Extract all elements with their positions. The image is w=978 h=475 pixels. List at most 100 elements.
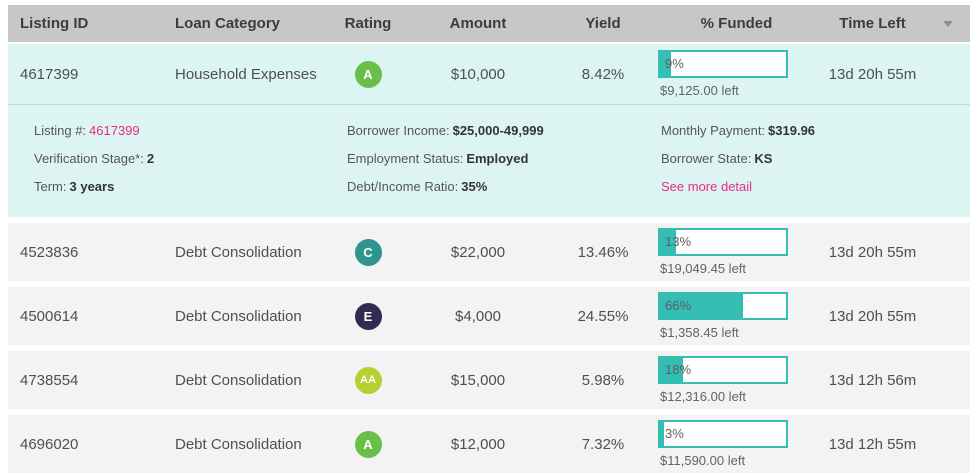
- monthly-payment-label: Monthly Payment:: [661, 123, 766, 138]
- expanded-row-group: 4617399 Household Expenses A $10,000 8.4…: [8, 44, 970, 217]
- funded-bar: 18%: [658, 356, 788, 384]
- rating-badge: A: [354, 60, 382, 88]
- borrower-income-line: Borrower Income: $25,000-49,999: [347, 123, 661, 138]
- employment-status-value: Employed: [466, 151, 529, 166]
- time-left-cell: 13d 20h 55m: [828, 307, 917, 325]
- funded-percent-label: 18%: [665, 362, 692, 377]
- amount-cell: $10,000: [450, 65, 506, 83]
- funded-cell: 66% $1,358.45 left: [653, 292, 820, 340]
- amount-cell: $12,000: [450, 435, 506, 453]
- header-cell-listing-id[interactable]: Listing ID: [20, 15, 89, 32]
- loan-category-cell: Debt Consolidation: [175, 243, 302, 261]
- yield-cell: 13.46%: [577, 243, 629, 261]
- funded-cell: 9% $9,125.00 left: [653, 50, 820, 98]
- row-detail-divider: [8, 104, 970, 105]
- amount-left-label: $11,590.00 left: [660, 453, 746, 468]
- rating-badge: C: [354, 238, 382, 266]
- loan-category-cell: Household Expenses: [175, 65, 317, 83]
- debt-income-ratio-value: 35%: [461, 179, 488, 194]
- rating-badge: E: [354, 302, 382, 330]
- table-row[interactable]: 4617399 Household Expenses A $10,000 8.4…: [8, 44, 970, 104]
- funded-percent-label: 3%: [665, 426, 684, 441]
- employment-status-label: Employment Status:: [347, 151, 464, 166]
- amount-cell: $4,000: [455, 307, 501, 325]
- time-left-cell: 13d 20h 55m: [828, 243, 917, 261]
- yield-cell: 24.55%: [577, 307, 629, 325]
- header-cell-rating[interactable]: Rating: [344, 15, 392, 32]
- rating-cell: C: [333, 238, 403, 266]
- funded-bar-fill: [660, 422, 664, 446]
- rating-badge: AA: [354, 366, 382, 394]
- funded-bar: 9%: [658, 50, 788, 78]
- rating-cell: AA: [333, 366, 403, 394]
- funded-percent-label: 13%: [665, 234, 692, 249]
- funded-cell: 13% $19,049.45 left: [653, 228, 820, 276]
- funded-bar-fill: [660, 358, 683, 382]
- detail-column-middle: Borrower Income: $25,000-49,999 Employmen…: [347, 123, 661, 217]
- funded-percent-label: 66%: [665, 298, 692, 313]
- funded-bar-fill: [660, 230, 677, 254]
- yield-cell: 5.98%: [581, 371, 625, 389]
- time-left-cell: 13d 12h 55m: [828, 435, 917, 453]
- detail-panel: Listing #: 4617399 Verification Stage*: 2 …: [8, 105, 970, 217]
- listing-id-cell: 4738554: [20, 371, 79, 389]
- rating-cell: A: [333, 430, 403, 458]
- employment-status-line: Employment Status: Employed: [347, 151, 661, 166]
- header-cell-yield[interactable]: Yield: [585, 15, 621, 32]
- yield-cell: 7.32%: [581, 435, 625, 453]
- header-cell-amount[interactable]: Amount: [449, 15, 507, 32]
- table-row[interactable]: 4738554 Debt Consolidation AA $15,000 5.…: [8, 351, 970, 409]
- amount-left-label: $12,316.00 left: [660, 389, 747, 404]
- listing-id-cell: 4500614: [20, 307, 79, 325]
- borrower-state-value: KS: [754, 151, 773, 166]
- table-header: Listing ID Loan Category Rating Amount Y…: [8, 5, 970, 42]
- time-left-cell: 13d 12h 56m: [828, 371, 917, 389]
- verification-stage-line: Verification Stage*: 2: [34, 151, 347, 166]
- table-row[interactable]: 4500614 Debt Consolidation E $4,000 24.5…: [8, 287, 970, 345]
- listing-number-link[interactable]: 4617399: [89, 123, 140, 138]
- listing-id-cell: 4523836: [20, 243, 79, 261]
- monthly-payment-line: Monthly Payment: $319.96: [661, 123, 970, 138]
- funded-cell: 3% $11,590.00 left: [653, 420, 820, 468]
- header-cell-time-left[interactable]: Time Left: [839, 15, 906, 32]
- amount-left-label: $1,358.45 left: [660, 325, 739, 340]
- table-row[interactable]: 4696020 Debt Consolidation A $12,000 7.3…: [8, 415, 970, 473]
- borrower-state-line: Borrower State: KS: [661, 151, 970, 166]
- rating-cell: E: [333, 302, 403, 330]
- detail-column-right: Monthly Payment: $319.96 Borrower State: K…: [661, 123, 970, 217]
- funded-bar-fill: [660, 294, 744, 318]
- detail-column-left: Listing #: 4617399 Verification Stage*: 2 …: [34, 123, 347, 217]
- verification-stage-value: 2: [146, 151, 155, 166]
- amount-cell: $22,000: [450, 243, 506, 261]
- see-more-detail-link[interactable]: See more detail: [661, 179, 753, 194]
- yield-cell: 8.42%: [581, 65, 625, 83]
- time-left-cell: 13d 20h 55m: [828, 65, 917, 83]
- funded-bar-fill: [660, 52, 672, 76]
- rating-cell: A: [333, 60, 403, 88]
- funded-bar: 13%: [658, 228, 788, 256]
- listing-id-cell: 4617399: [20, 65, 79, 83]
- funded-bar: 3%: [658, 420, 788, 448]
- listing-id-cell: 4696020: [20, 435, 79, 453]
- funded-percent-label: 9%: [665, 56, 684, 71]
- caret-down-icon: [942, 20, 953, 27]
- sort-button[interactable]: [925, 20, 970, 27]
- listing-number-line: Listing #: 4617399: [34, 123, 347, 138]
- borrower-income-label: Borrower Income:: [347, 123, 450, 138]
- term-line: Term: 3 years: [34, 179, 347, 194]
- loan-category-cell: Debt Consolidation: [175, 435, 302, 453]
- term-label: Term:: [34, 179, 67, 194]
- table-row[interactable]: 4523836 Debt Consolidation C $22,000 13.…: [8, 223, 970, 281]
- debt-income-ratio-label: Debt/Income Ratio:: [347, 179, 459, 194]
- header-cell-funded[interactable]: % Funded: [700, 15, 773, 32]
- loan-category-cell: Debt Consolidation: [175, 307, 302, 325]
- borrower-income-value: $25,000-49,999: [452, 123, 544, 138]
- funded-cell: 18% $12,316.00 left: [653, 356, 820, 404]
- rating-badge: A: [354, 430, 382, 458]
- header-cell-loan-category[interactable]: Loan Category: [175, 15, 281, 32]
- amount-left-label: $19,049.45 left: [660, 261, 747, 276]
- listing-number-label: Listing #:: [34, 123, 87, 138]
- term-value: 3 years: [69, 179, 115, 194]
- amount-left-label: $9,125.00 left: [660, 83, 739, 98]
